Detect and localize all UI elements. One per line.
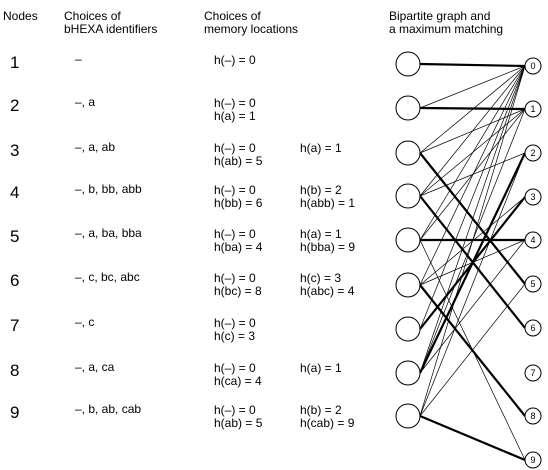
left-node: [395, 183, 421, 209]
memory-node-label: 3: [530, 192, 535, 202]
header-nodes: Nodes: [3, 9, 38, 23]
memory-location: h(ab) = 5: [214, 154, 263, 168]
graph-edge: [419, 65, 526, 241]
memory-location: h(–) = 0: [214, 227, 256, 241]
identifier-choices: –, a: [75, 95, 96, 109]
left-node: [395, 227, 421, 253]
left-node: [395, 95, 421, 121]
header-graph: Bipartite graph and a maximum matching: [389, 9, 504, 36]
matching-edge: [419, 152, 526, 374]
memory-node: [524, 319, 542, 337]
memory-location: h(bb) = 6: [214, 196, 263, 210]
node-number: 5: [10, 227, 20, 246]
memory-location: h(bba) = 9: [300, 240, 356, 254]
memory-location: h(ba) = 4: [214, 240, 263, 254]
identifier-choices: –: [75, 52, 82, 66]
memory-node: [524, 231, 542, 249]
memory-location: h(c) = 3: [300, 271, 342, 285]
memory-location: h(ca) = 4: [214, 374, 262, 388]
left-node: [395, 316, 421, 342]
memory-location: h(–) = 0: [214, 53, 256, 67]
memory-location: h(–) = 0: [214, 141, 256, 155]
identifier-choices: –, a, ca: [75, 360, 115, 374]
memory-node-label: 0: [530, 61, 535, 71]
node-number: 7: [10, 316, 20, 335]
memory-location: h(ab) = 5: [214, 416, 263, 430]
matching-edge: [419, 62, 526, 68]
memory-node-label: 5: [530, 279, 535, 289]
memory-location: h(abc) = 4: [300, 284, 355, 298]
node-number: 8: [10, 361, 20, 380]
memory-location: h(–) = 0: [214, 271, 256, 285]
identifier-choices: –, a, ba, bba: [75, 226, 142, 240]
memory-location: h(–) = 0: [214, 361, 256, 375]
memory-node-label: 6: [530, 323, 535, 333]
memory-location: h(c) = 3: [214, 329, 256, 343]
memory-node-label: 2: [530, 148, 535, 158]
memory-location: h(a) = 1: [300, 227, 342, 241]
header-memory: Choices of memory locations: [204, 9, 299, 36]
identifier-choices: –, a, ab: [75, 140, 116, 154]
memory-location: h(a) = 1: [300, 361, 342, 375]
memory-location: h(–) = 0: [214, 96, 256, 110]
graph-edge: [419, 65, 526, 197]
memory-node-label: 9: [530, 455, 535, 465]
memory-node: [524, 57, 542, 75]
graph-edge: [419, 152, 526, 417]
left-node: [395, 360, 421, 386]
node-number: 6: [10, 271, 20, 290]
memory-location: h(–) = 0: [214, 183, 256, 197]
memory-location: h(b) = 2: [300, 183, 342, 197]
graph-edge: [419, 65, 526, 109]
memory-location: h(cab) = 9: [300, 416, 355, 430]
node-number: 2: [10, 96, 20, 115]
header-identifiers: Choices of bHEXA identifiers: [64, 9, 158, 36]
memory-location: h(bc) = 8: [214, 284, 262, 298]
memory-location: h(–) = 0: [214, 316, 256, 330]
graph-edge: [419, 65, 526, 286]
memory-node-label: 4: [530, 235, 535, 245]
node-number: 4: [10, 183, 20, 202]
left-node: [395, 403, 421, 429]
memory-node-label: 1: [530, 104, 535, 114]
identifier-choices: –, c: [75, 315, 95, 329]
left-node: [395, 51, 421, 77]
node-number: 9: [10, 403, 20, 422]
identifier-choices: –, b, ab, cab: [75, 402, 142, 416]
graph-edge: [419, 65, 526, 330]
identifier-choices: –, b, bb, abb: [75, 182, 142, 196]
memory-location: h(abb) = 1: [300, 196, 356, 210]
memory-location: h(–) = 0: [214, 403, 256, 417]
matching-edge: [419, 152, 526, 285]
memory-node: [524, 144, 542, 162]
memory-node: [524, 275, 542, 293]
matching-edge: [419, 414, 526, 462]
matching-edge: [419, 106, 526, 111]
memory-node-label: 7: [530, 368, 535, 378]
identifier-choices: –, c, bc, abc: [75, 270, 140, 284]
memory-node: [524, 407, 542, 425]
memory-location: h(a) = 1: [300, 141, 342, 155]
memory-node: [524, 100, 542, 118]
left-node: [395, 272, 421, 298]
memory-node: [524, 188, 542, 206]
node-number: 3: [10, 141, 20, 160]
node-number: 1: [10, 53, 20, 72]
memory-node-label: 8: [530, 411, 535, 421]
left-node: [395, 140, 421, 166]
memory-node: [524, 451, 542, 469]
memory-node: [524, 364, 542, 382]
memory-location: h(b) = 2: [300, 403, 342, 417]
memory-location: h(a) = 1: [214, 109, 256, 123]
